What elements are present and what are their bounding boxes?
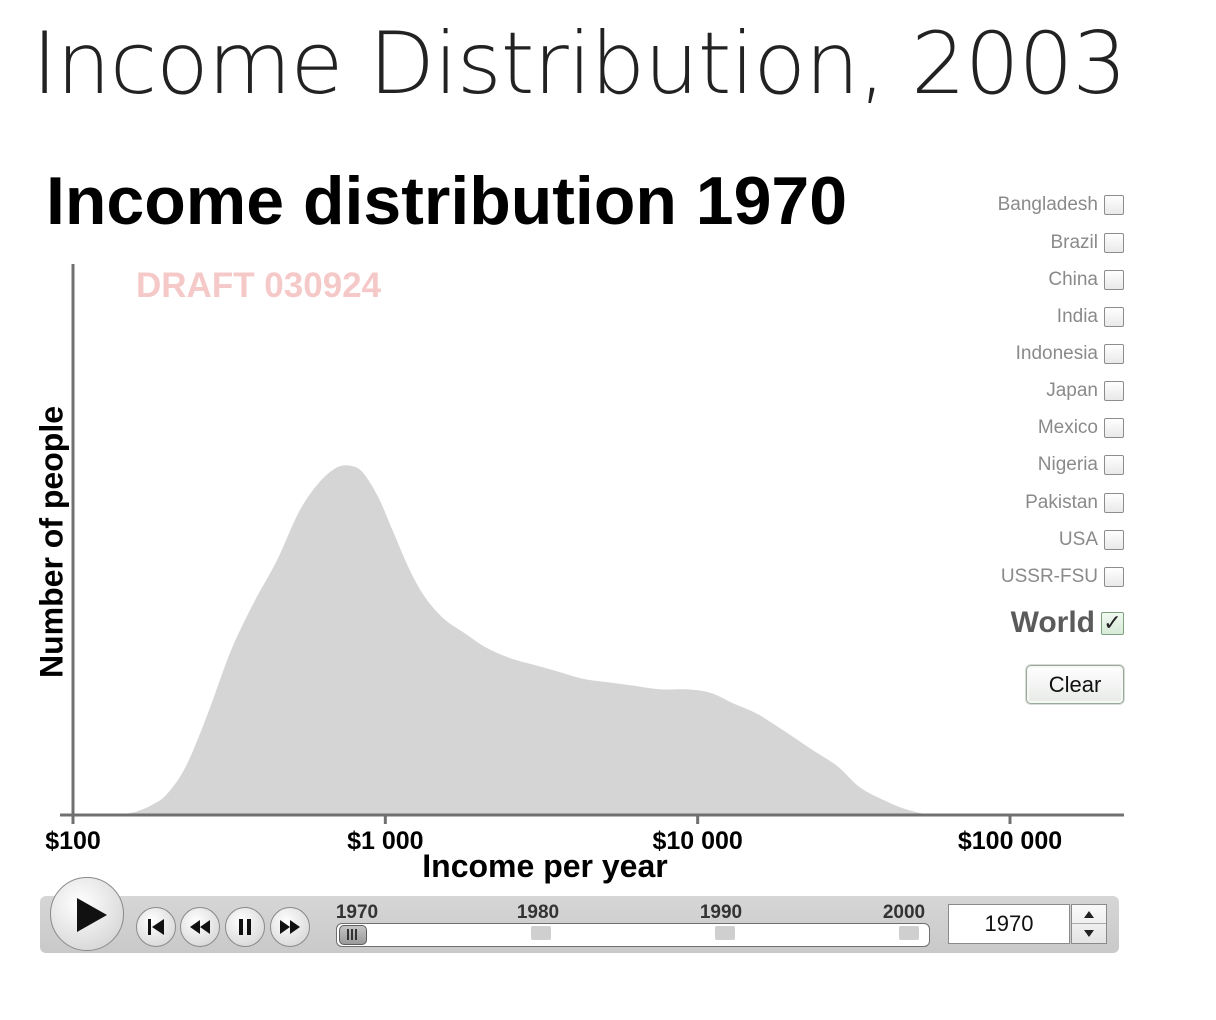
- page-heading: Income Distribution, 2003: [32, 14, 1127, 114]
- bangladesh-checkbox[interactable]: [1104, 195, 1124, 215]
- distribution-area: [118, 465, 929, 815]
- country-option-indonesia[interactable]: Indonesia: [1016, 341, 1124, 367]
- country-label: Bangladesh: [997, 194, 1098, 215]
- country-label: India: [1056, 306, 1098, 327]
- country-option-mexico[interactable]: Mexico: [1038, 415, 1124, 441]
- ussr-fsu-checkbox[interactable]: [1104, 567, 1124, 587]
- x-tick-label: $100: [45, 827, 101, 855]
- country-label: China: [1048, 269, 1098, 290]
- country-label: Mexico: [1037, 417, 1098, 438]
- timeline-label-1990: 1990: [699, 902, 743, 923]
- mexico-checkbox[interactable]: [1104, 418, 1124, 438]
- country-option-world[interactable]: World ✓: [1011, 604, 1124, 642]
- indonesia-checkbox[interactable]: [1104, 344, 1124, 364]
- country-label: Brazil: [1050, 232, 1098, 253]
- usa-checkbox[interactable]: [1104, 530, 1124, 550]
- world-checkbox[interactable]: ✓: [1101, 610, 1124, 635]
- country-option-china[interactable]: China: [1048, 267, 1124, 293]
- country-option-ussr-fsu[interactable]: USSR-FSU: [1001, 564, 1124, 590]
- slider-marker-1980: [531, 926, 551, 940]
- country-label: Japan: [1046, 380, 1098, 401]
- rewind-icon: [190, 920, 210, 934]
- fast-forward-button[interactable]: [270, 907, 310, 947]
- x-axis-label: Income per year: [422, 848, 668, 884]
- pause-icon: [239, 919, 251, 935]
- skip-start-icon: [148, 919, 164, 935]
- country-option-bangladesh[interactable]: Bangladesh: [998, 192, 1124, 218]
- skip-to-start-button[interactable]: [136, 907, 176, 947]
- year-slider-thumb[interactable]: [339, 925, 367, 945]
- timeline-label-2000: 2000: [882, 902, 926, 923]
- slider-marker-2000: [899, 926, 919, 940]
- year-input[interactable]: [948, 904, 1070, 944]
- country-label: Nigeria: [1037, 454, 1098, 475]
- x-tick-label: $10 000: [652, 827, 742, 855]
- year-stepper[interactable]: [1071, 904, 1107, 944]
- fast-forward-icon: [280, 920, 300, 934]
- country-option-india[interactable]: India: [1057, 304, 1124, 330]
- year-slider-track[interactable]: [336, 923, 930, 947]
- country-label: USA: [1058, 529, 1098, 550]
- country-option-usa[interactable]: USA: [1059, 527, 1124, 553]
- japan-checkbox[interactable]: [1104, 381, 1124, 401]
- x-tick-label: $100 000: [958, 827, 1062, 855]
- draft-watermark: DRAFT 030924: [136, 266, 382, 305]
- slider-marker-1990: [715, 926, 735, 940]
- china-checkbox[interactable]: [1104, 270, 1124, 290]
- country-label: Pakistan: [1025, 492, 1098, 513]
- year-increment-button[interactable]: [1072, 905, 1106, 924]
- country-option-brazil[interactable]: Brazil: [1050, 230, 1124, 256]
- y-axis-label: Number of people: [33, 405, 70, 679]
- checkmark-icon: ✓: [1103, 610, 1122, 635]
- play-button[interactable]: [50, 877, 124, 951]
- country-option-nigeria[interactable]: Nigeria: [1038, 452, 1124, 478]
- x-axis-ticks: $100 $1 000 $10 000 $100 000: [45, 815, 1062, 855]
- pakistan-checkbox[interactable]: [1104, 493, 1124, 513]
- country-option-pakistan[interactable]: Pakistan: [1025, 490, 1124, 516]
- brazil-checkbox[interactable]: [1104, 233, 1124, 253]
- country-label: USSR-FSU: [1000, 566, 1098, 587]
- nigeria-checkbox[interactable]: [1104, 455, 1124, 475]
- x-tick-label: $1 000: [347, 827, 423, 855]
- pause-button[interactable]: [225, 907, 265, 947]
- rewind-button[interactable]: [180, 907, 220, 947]
- clear-button[interactable]: Clear: [1026, 665, 1124, 704]
- timeline-label-1980: 1980: [516, 902, 560, 923]
- timeline-label-1970: 1970: [335, 902, 379, 923]
- chart-title: Income distribution 1970: [46, 163, 848, 239]
- year-decrement-button[interactable]: [1072, 924, 1106, 943]
- india-checkbox[interactable]: [1104, 307, 1124, 327]
- world-label: World: [1010, 606, 1095, 639]
- country-label: Indonesia: [1015, 343, 1098, 364]
- country-option-japan[interactable]: Japan: [1046, 378, 1124, 404]
